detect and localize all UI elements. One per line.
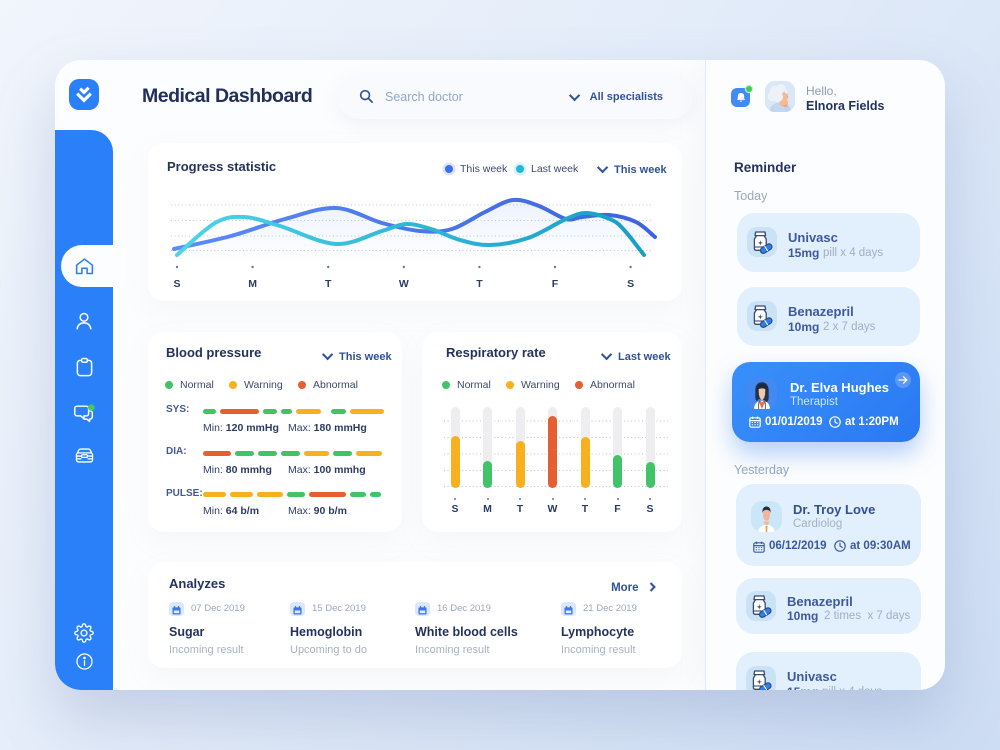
- svg-text:T: T: [325, 278, 332, 290]
- svg-text:T: T: [476, 278, 483, 290]
- svg-text:M: M: [248, 278, 257, 290]
- svg-text:S: S: [173, 278, 180, 290]
- svg-text:S: S: [627, 278, 634, 290]
- svg-text:W: W: [399, 278, 409, 290]
- svg-text:F: F: [552, 278, 559, 290]
